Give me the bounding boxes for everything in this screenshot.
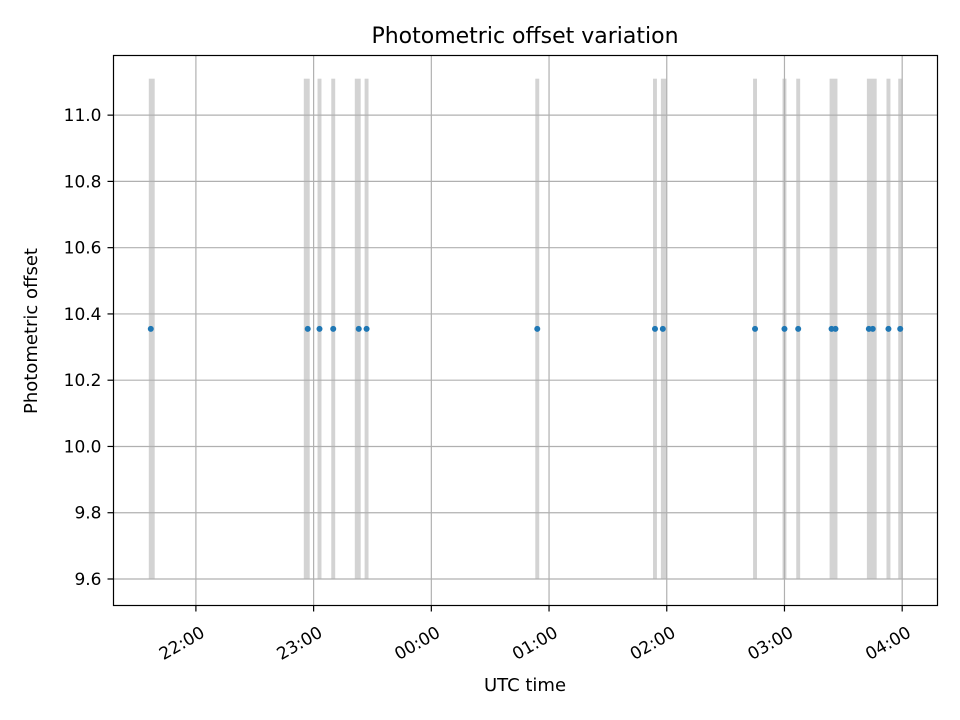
y-tick-label: 10.2 bbox=[64, 371, 102, 391]
data-point bbox=[659, 325, 666, 332]
data-points bbox=[147, 325, 904, 332]
data-point bbox=[832, 325, 839, 332]
y-tick-label: 10.6 bbox=[64, 239, 102, 259]
data-point bbox=[781, 325, 788, 332]
data-point bbox=[752, 325, 759, 332]
x-tick-label: 02:00 bbox=[627, 623, 679, 665]
data-point bbox=[534, 325, 541, 332]
data-point bbox=[147, 325, 154, 332]
y-tick-label: 11.0 bbox=[64, 106, 102, 126]
data-point bbox=[316, 325, 323, 332]
x-tick-label: 01:00 bbox=[509, 623, 561, 665]
data-point bbox=[363, 325, 370, 332]
y-tick-label: 10.4 bbox=[64, 305, 102, 325]
axis-ticks: 22:00 23:00 00:00 01:00 02:00 03:00 04:00 9.6 9.… bbox=[64, 106, 915, 665]
data-point bbox=[355, 325, 362, 332]
data-point bbox=[304, 325, 311, 332]
x-tick-label: 03:00 bbox=[745, 623, 797, 665]
x-tick-label: 04:00 bbox=[862, 623, 914, 665]
data-point bbox=[897, 325, 904, 332]
data-point bbox=[869, 325, 876, 332]
y-tick-label: 10.8 bbox=[64, 172, 102, 192]
y-tick-label: 9.8 bbox=[74, 504, 101, 524]
interval-spans bbox=[148, 78, 903, 579]
x-tick-label: 23:00 bbox=[274, 623, 326, 665]
grid-lines bbox=[113, 55, 938, 606]
x-axis-label: UTC time bbox=[484, 675, 566, 696]
y-axis-label: Photometric offset bbox=[21, 248, 42, 414]
x-tick-label: 22:00 bbox=[156, 623, 208, 665]
data-point bbox=[330, 325, 337, 332]
data-point bbox=[885, 325, 892, 332]
chart-title: Photometric offset variation bbox=[371, 24, 678, 49]
plot-frame bbox=[112, 54, 939, 607]
x-tick-label: 00:00 bbox=[391, 623, 443, 665]
y-tick-label: 9.6 bbox=[74, 570, 101, 590]
y-tick-label: 10.0 bbox=[64, 437, 102, 457]
data-point bbox=[795, 325, 802, 332]
data-point bbox=[651, 325, 658, 332]
